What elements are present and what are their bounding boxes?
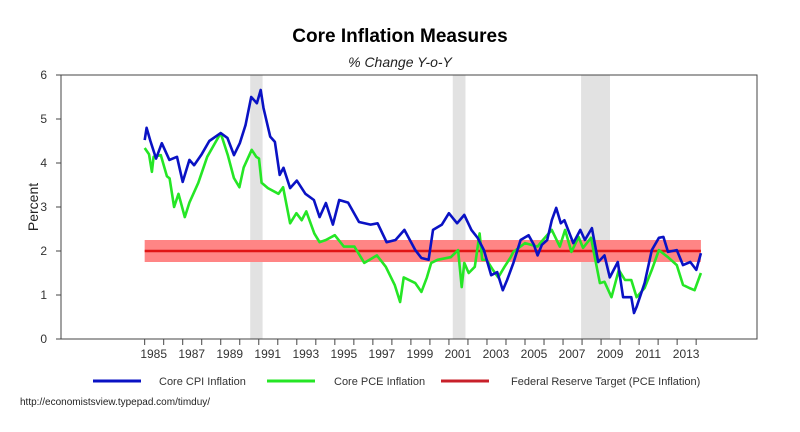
legend-label: Core CPI Inflation — [159, 376, 246, 388]
y-tick-label: 0 — [40, 332, 47, 346]
x-tick-label: 2011 — [635, 347, 661, 361]
x-tick-label: 1993 — [292, 347, 319, 361]
x-tick-label: 2009 — [597, 347, 624, 361]
y-tick-label: 2 — [40, 244, 47, 258]
target-band — [144, 240, 701, 262]
x-tick-label: 2007 — [559, 347, 586, 361]
series-line-core-cpi-inflation — [143, 88, 703, 315]
chart-title: Core Inflation Measures — [292, 26, 507, 47]
y-tick-label: 3 — [40, 200, 47, 214]
x-axis: 1985 1987 1989 1991 1993 1995 1997 1999 2001 2003… — [140, 339, 700, 361]
x-tick-label: 2013 — [673, 347, 700, 361]
source-url: http://economistsview.typepad.com/timduy… — [20, 397, 211, 408]
legend-label: Core PCE Inflation — [334, 376, 425, 388]
plot-frame — [60, 74, 758, 340]
legend: Core CPI Inflation Core PCE Inflation Fede… — [93, 376, 700, 388]
x-tick-label: 1995 — [330, 347, 357, 361]
x-tick-label: 1991 — [254, 347, 281, 361]
series-line-core-pce-inflation — [143, 131, 703, 304]
x-tick-label: 2001 — [445, 347, 472, 361]
x-tick-label: 1997 — [369, 347, 396, 361]
recession-band — [581, 75, 611, 339]
legend-label: Federal Reserve Target (PCE Inflation) — [511, 376, 700, 388]
x-tick-label: 2003 — [483, 347, 510, 361]
y-axis: 0 1 2 3 4 5 6 — [40, 68, 61, 346]
recession-band — [250, 75, 263, 339]
y-tick-label: 5 — [40, 112, 47, 126]
x-tick-label: 1999 — [407, 347, 434, 361]
y-tick-label: 6 — [40, 68, 47, 82]
y-tick-label: 4 — [40, 156, 47, 170]
y-tick-label: 1 — [40, 288, 47, 302]
series-lines — [143, 88, 703, 315]
chart-subtitle: % Change Y-o-Y — [348, 54, 453, 70]
x-tick-label: 2005 — [521, 347, 548, 361]
x-tick-label: 1987 — [178, 347, 205, 361]
x-tick-label: 1985 — [140, 347, 167, 361]
y-axis-label: Percent — [25, 183, 41, 231]
recession-band — [452, 75, 466, 339]
x-tick-label: 1989 — [216, 347, 243, 361]
